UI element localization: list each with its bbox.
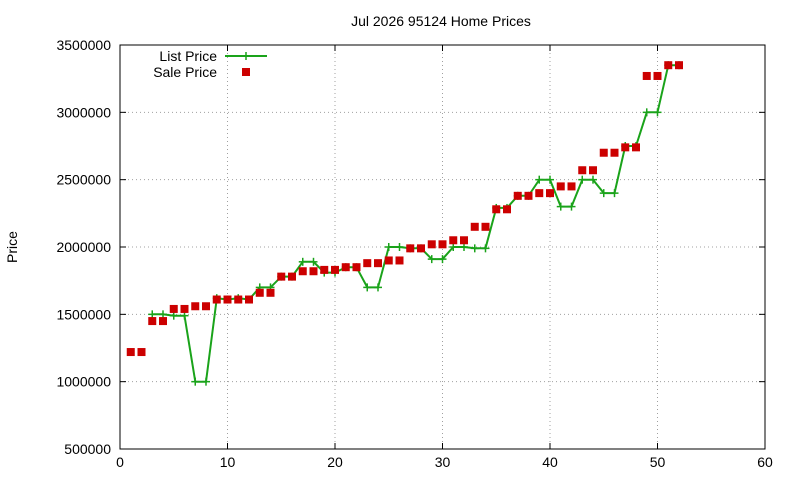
list-price-series <box>148 61 683 386</box>
x-tick-label: 20 <box>327 454 343 470</box>
x-tick-label: 10 <box>220 454 236 470</box>
x-tick-label: 0 <box>116 454 124 470</box>
sale-price-point <box>191 302 200 311</box>
sale-price-point <box>202 302 210 311</box>
sale-price-point <box>449 236 458 245</box>
x-tick-label: 60 <box>757 454 773 470</box>
sale-price-point <box>535 189 544 198</box>
sale-price-point <box>277 272 286 281</box>
sale-price-point <box>589 166 597 175</box>
sale-price-point <box>384 256 393 265</box>
sale-price-point <box>374 259 382 268</box>
tick-layer: 0 10 20 30 40 50 60 500000 1000000 1500000 2000000… <box>56 37 773 470</box>
legend-label-sale-price: Sale Price <box>153 64 217 80</box>
y-axis-label: Price <box>4 231 20 263</box>
legend-swatch-sale-price <box>242 68 250 76</box>
sale-price-point <box>234 295 243 304</box>
sale-price-point <box>610 148 619 157</box>
sale-price-point <box>395 256 404 265</box>
sale-price-point <box>632 143 640 152</box>
chart-title: Jul 2026 95124 Home Prices <box>351 13 531 29</box>
sale-price-point <box>664 61 673 70</box>
list-price-line <box>152 64 679 383</box>
x-tick-label: 30 <box>435 454 451 470</box>
sale-price-point <box>148 317 157 326</box>
sale-price-point <box>341 263 350 272</box>
sale-price-point <box>481 222 490 231</box>
sale-price-point <box>352 263 361 272</box>
sale-price-point <box>599 148 608 157</box>
y-tick-label: 3500000 <box>56 37 111 53</box>
sale-price-point <box>298 267 307 276</box>
sale-price-point <box>245 295 253 304</box>
sale-price-point <box>675 61 683 70</box>
sale-price-point <box>223 295 232 304</box>
sale-price-point <box>363 259 372 268</box>
sale-price-point <box>212 295 221 304</box>
sale-price-point <box>169 304 178 313</box>
sale-price-point <box>406 244 415 253</box>
sale-price-point <box>288 272 296 281</box>
sale-price-point <box>621 143 630 152</box>
sale-price-point <box>470 222 479 231</box>
y-tick-label: 2000000 <box>56 239 111 255</box>
x-tick-label: 40 <box>542 454 558 470</box>
sale-price-point <box>578 166 587 175</box>
sale-price-point <box>126 348 135 357</box>
sale-price-point <box>653 71 662 80</box>
sale-price-point <box>546 189 554 198</box>
y-tick-label: 3000000 <box>56 104 111 120</box>
sale-price-point <box>180 304 189 313</box>
sale-price-point <box>266 288 275 297</box>
sale-price-point <box>524 191 533 200</box>
legend-label-list-price: List Price <box>159 48 217 64</box>
sale-price-point <box>460 236 468 245</box>
x-tick-label: 50 <box>650 454 666 470</box>
sale-price-point <box>492 205 501 214</box>
sale-price-point <box>513 191 522 200</box>
sale-price-point <box>159 317 167 326</box>
sale-price-point <box>556 182 565 191</box>
sale-price-point <box>417 244 425 253</box>
sale-price-point <box>331 265 339 274</box>
sale-price-point <box>503 205 511 214</box>
sale-price-point <box>427 240 436 249</box>
sale-price-point <box>255 288 264 297</box>
sale-price-point <box>642 71 651 80</box>
sale-price-point <box>320 265 329 274</box>
y-tick-label: 1000000 <box>56 374 111 390</box>
grid-layer <box>120 45 765 449</box>
sale-price-point <box>438 240 447 249</box>
sale-price-point <box>567 182 576 191</box>
sale-price-point <box>309 267 318 276</box>
y-tick-label: 2500000 <box>56 172 111 188</box>
sale-price-point <box>137 348 146 357</box>
y-tick-label: 1500000 <box>56 306 111 322</box>
y-tick-label: 500000 <box>64 441 111 457</box>
sale-price-series <box>126 61 683 357</box>
series-layer <box>126 61 683 386</box>
